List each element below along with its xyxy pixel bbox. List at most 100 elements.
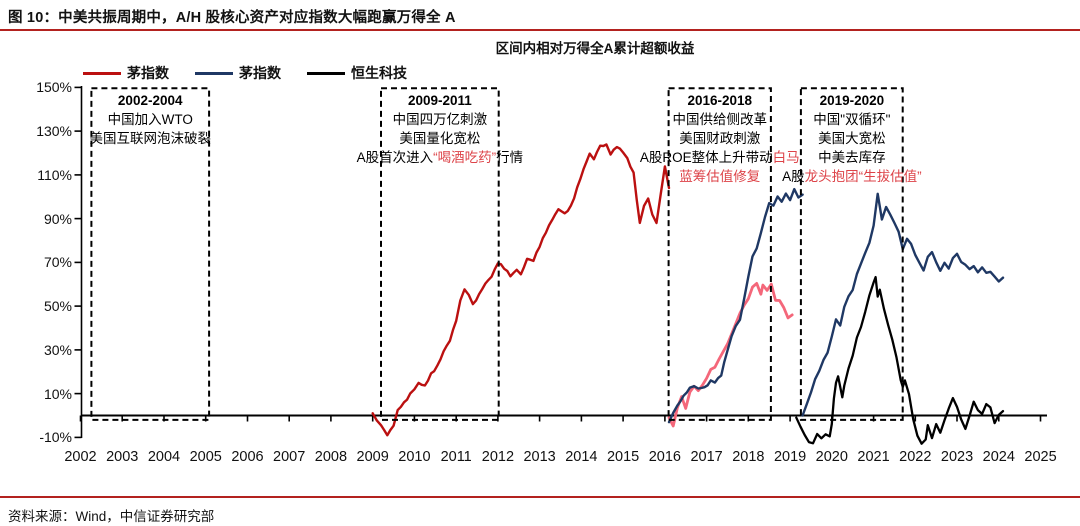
annotation-text: 美国财政刺激 — [679, 131, 761, 146]
y-tick-label: 150% — [36, 79, 72, 96]
legend-item-label: 恒生科技 — [351, 65, 407, 81]
annotation-text: A股首次进入 — [356, 150, 434, 165]
x-tick-label: 2020 — [815, 449, 848, 465]
annotation-line: 2016-2018 — [590, 91, 850, 110]
annotation-text: 2002-2004 — [117, 93, 183, 108]
y-tick-label: 70% — [43, 254, 72, 271]
annotation-text: 行情 — [496, 150, 524, 165]
x-tick-label: 2019 — [773, 449, 807, 465]
series-line-0-茅指数 — [371, 143, 671, 437]
annotation-line: A股龙头抱团“生拔估值” — [712, 167, 992, 186]
x-tick-label: 2006 — [231, 449, 264, 465]
y-tick-label: 10% — [43, 385, 72, 402]
x-tick-label: 2018 — [732, 449, 765, 465]
legend-item-label: 茅指数 — [239, 65, 281, 81]
x-tick-label: 2022 — [899, 449, 932, 465]
annotation-highlight-text: “喝酒吃药” — [433, 150, 497, 165]
series-line-2-茅指数 — [667, 187, 804, 424]
annotation-highlight-text: 龙头抱团“生拔估值” — [804, 169, 922, 184]
x-tick-label: 2008 — [314, 449, 348, 465]
annotation-text: 中国供给侧改革 — [672, 112, 767, 127]
source-note: 资料来源：Wind，中信证券研究部 — [8, 509, 215, 524]
legend-item-0: 茅指数 — [83, 63, 169, 83]
annotation-text: 2019-2020 — [819, 93, 885, 108]
annotation-line: 美国量化宽松 — [305, 129, 575, 148]
x-tick-label: 2024 — [982, 449, 1015, 465]
y-tick-label: 130% — [36, 123, 72, 140]
x-tick-label: 2017 — [690, 449, 723, 465]
x-tick-label: 2010 — [398, 449, 431, 465]
y-tick-label: -10% — [39, 429, 72, 446]
annotation-highlight-text: 白马 — [772, 150, 800, 165]
x-tick-label: 2005 — [189, 449, 222, 465]
x-tick-label: 2004 — [147, 449, 181, 465]
x-tick-label: 2003 — [106, 449, 139, 465]
event-annotation-1: 2009-2011 中国四万亿刺激 美国量化宽松 A股首次进入“喝酒吃药”行情 — [305, 91, 575, 167]
x-tick-label: 2007 — [273, 449, 306, 465]
x-tick-label: 2025 — [1024, 449, 1057, 465]
y-tick-label: 90% — [43, 210, 72, 227]
annotation-line: 中国供给侧改革 — [590, 110, 850, 129]
annotation-line: 蓝筹估值修复 — [590, 167, 850, 186]
legend-line-swatch — [83, 71, 121, 75]
annotation-line: 中美去库存 — [712, 148, 992, 167]
y-tick-label: 50% — [43, 298, 72, 315]
annotation-line: 2019-2020 — [712, 91, 992, 110]
annotation-line: A股ROE整体上升带动白马 — [590, 148, 850, 167]
figure-title: 图 10：中美共振周期中，A/H 股核心资产对应指数大幅跑赢万得全 A — [8, 10, 456, 26]
x-tick-label: 2013 — [523, 449, 556, 465]
x-tick-label: 2021 — [857, 449, 890, 465]
annotation-line: 美国财政刺激 — [590, 129, 850, 148]
legend-line-swatch — [307, 71, 345, 75]
y-tick-label: 30% — [43, 341, 72, 358]
legend-item-1: 茅指数 — [195, 63, 281, 83]
series-line-1-茅指数 — [667, 281, 794, 428]
y-tick-label: 110% — [37, 166, 72, 183]
x-tick-label: 2016 — [648, 449, 681, 465]
x-tick-label: 2002 — [64, 449, 97, 465]
x-tick-label: 2009 — [356, 449, 389, 465]
annotation-text: 中国加入WTO — [107, 112, 193, 127]
event-annotation-0: 2002-2004 中国加入WTO 美国互联网泡沫破裂 — [35, 91, 265, 148]
event-annotation-2: 2016-2018 中国供给侧改革 美国财政刺激 A股ROE整体上升带动白马 蓝筹估值修… — [590, 91, 850, 186]
annotation-text: 中美去库存 — [818, 150, 886, 165]
x-tick-label: 2015 — [606, 449, 640, 465]
chart-legend: 茅指数 茅指数 恒生科技 — [83, 63, 407, 83]
annotation-text: 中国"双循环" — [813, 112, 891, 127]
source-rule — [0, 496, 1080, 498]
event-box-1 — [380, 87, 500, 421]
annotation-highlight-text: 蓝筹估值修复 — [679, 169, 761, 184]
legend-item-label: 茅指数 — [127, 65, 169, 81]
event-annotation-3: 2019-2020 中国"双循环" 美国大宽松中美去库存 A股龙头抱团“生拔估值” — [712, 91, 992, 186]
event-box-3 — [799, 87, 904, 421]
annotation-text: 中国四万亿刺激 — [392, 112, 488, 127]
annotation-line: 美国大宽松 — [712, 129, 992, 148]
annotation-text: 美国大宽松 — [818, 131, 886, 146]
annotation-line: 中国加入WTO — [35, 110, 265, 129]
chart-title: 区间内相对万得全A累计超额收益 — [495, 41, 695, 56]
annotation-text: 美国量化宽松 — [399, 131, 481, 146]
annotation-line: 美国互联网泡沫破裂 — [35, 129, 265, 148]
annotation-line: A股首次进入“喝酒吃药”行情 — [305, 148, 575, 167]
x-tick-label: 2011 — [440, 449, 472, 465]
x-tick-label: 2012 — [481, 449, 515, 465]
annotation-line: 2009-2011 — [305, 91, 575, 110]
event-box-2 — [667, 87, 772, 421]
annotation-text: A股ROE整体上升带动 — [639, 150, 773, 165]
annotation-text: 2009-2011 — [407, 93, 472, 108]
series-line-4-恒生科技 — [795, 275, 1005, 445]
annotation-line: 中国四万亿刺激 — [305, 110, 575, 129]
title-rule — [0, 29, 1080, 31]
annotation-text: A股 — [782, 169, 805, 184]
annotation-text: 美国互联网泡沫破裂 — [89, 131, 211, 146]
annotation-line: 2002-2004 — [35, 91, 265, 110]
event-box-0 — [90, 87, 211, 421]
x-tick-label: 2023 — [940, 449, 974, 465]
x-tick-label: 2014 — [565, 449, 598, 465]
legend-item-2: 恒生科技 — [307, 63, 407, 83]
annotation-line: 中国"双循环" — [712, 110, 992, 129]
annotation-text: 2016-2018 — [687, 93, 753, 108]
legend-line-swatch — [195, 71, 233, 75]
series-line-3-茅指数 — [801, 192, 1005, 417]
